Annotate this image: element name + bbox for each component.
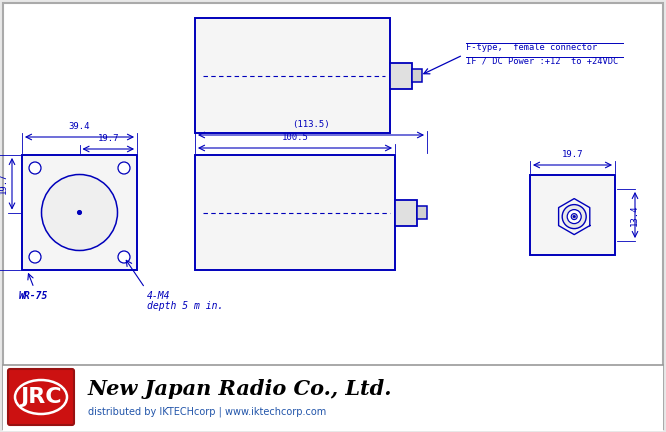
Bar <box>195 18 390 133</box>
Text: New Japan Radio Co., Ltd.: New Japan Radio Co., Ltd. <box>88 379 392 399</box>
Text: 13.4: 13.4 <box>630 204 639 226</box>
Text: IF / DC Power :+12  to +24VDC: IF / DC Power :+12 to +24VDC <box>466 57 618 66</box>
Text: depth 5 m in.: depth 5 m in. <box>147 301 223 311</box>
Circle shape <box>571 213 577 219</box>
Text: 19.7: 19.7 <box>97 134 119 143</box>
Bar <box>417 206 427 219</box>
Circle shape <box>41 175 117 251</box>
Text: JRC: JRC <box>20 387 62 407</box>
Text: 100.5: 100.5 <box>282 133 308 142</box>
Circle shape <box>567 210 581 224</box>
Text: 4-M4: 4-M4 <box>147 291 170 301</box>
Bar <box>390 63 412 89</box>
Text: 39.4: 39.4 <box>69 122 91 131</box>
Text: (113.5): (113.5) <box>292 120 330 129</box>
Circle shape <box>562 205 586 229</box>
Bar <box>73 206 87 219</box>
Text: 19.7: 19.7 <box>0 173 8 194</box>
Text: F-type,  female connector: F-type, female connector <box>466 42 597 51</box>
Circle shape <box>573 216 575 218</box>
Bar <box>395 200 417 226</box>
Circle shape <box>29 162 41 174</box>
Text: WR-75: WR-75 <box>19 291 49 301</box>
Bar <box>22 155 137 270</box>
Circle shape <box>118 162 130 174</box>
Circle shape <box>77 210 81 215</box>
Circle shape <box>118 251 130 263</box>
Circle shape <box>29 251 41 263</box>
Text: distributed by IKTECHcorp | www.iktechcorp.com: distributed by IKTECHcorp | www.iktechco… <box>88 407 326 417</box>
Text: 19.7: 19.7 <box>561 150 583 159</box>
Bar <box>412 69 422 82</box>
FancyBboxPatch shape <box>8 369 74 425</box>
Bar <box>195 155 395 270</box>
Bar <box>59 200 101 226</box>
Bar <box>3 365 663 431</box>
Bar <box>530 175 615 255</box>
